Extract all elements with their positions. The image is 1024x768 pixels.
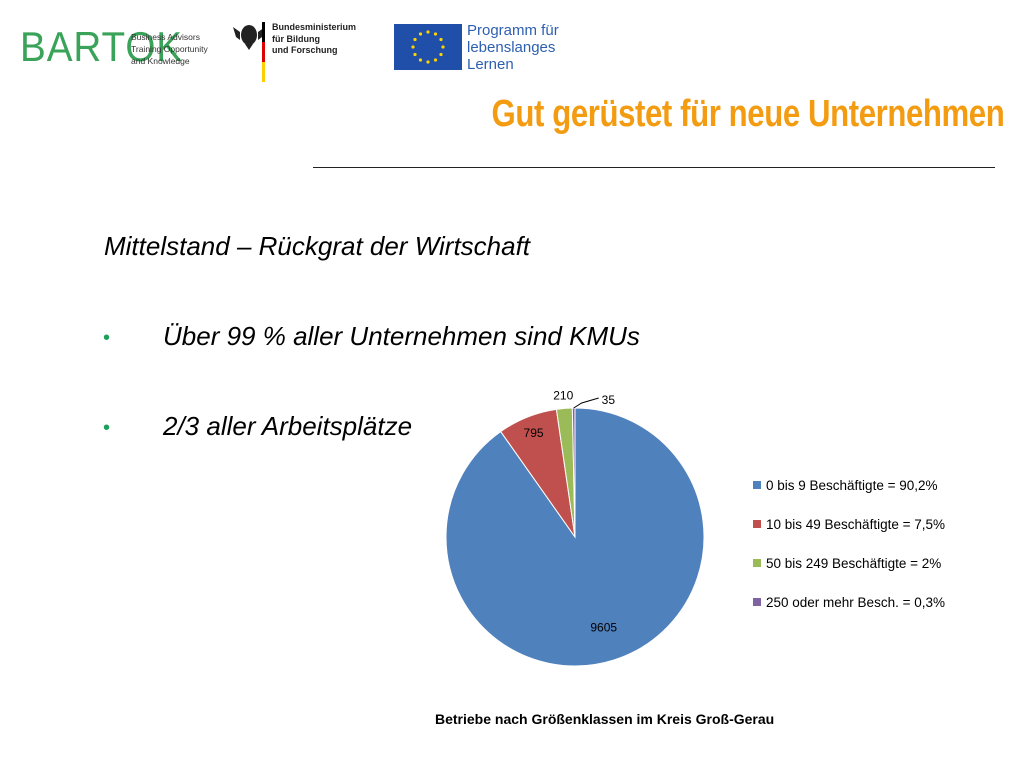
eu-star-icon: [439, 37, 443, 42]
logo-bar: BARTOK Business Advisors Training Opport…: [0, 0, 620, 90]
title-underline: [313, 167, 995, 168]
legend-label: 0 bis 9 Beschäftigte = 90,2%: [766, 478, 938, 493]
eu-star-icon: [411, 45, 415, 49]
eu-star-icon: [413, 52, 417, 57]
eu-star-icon: [426, 30, 430, 34]
bmbf-logo-text: Bundesministerium für Bildung und Forsch…: [272, 22, 357, 55]
legend-label: 250 oder mehr Besch. = 0,3%: [766, 595, 945, 610]
slide-title: Gut gerüstet für neue Unternehmen: [491, 93, 1004, 135]
legend-label: 50 bis 249 Beschäftigte = 2%: [766, 556, 941, 571]
pie-data-label: 795: [524, 426, 544, 440]
german-flag-stripe: [262, 22, 265, 82]
pie-leader-line: [573, 397, 599, 409]
legend-label: 10 bis 49 Beschäftigte = 7,5%: [766, 517, 945, 532]
logo-graphics: [233, 22, 462, 82]
slide-heading: Mittelstand – Rückgrat der Wirtschaft: [104, 231, 531, 261]
eu-star-icon: [426, 60, 430, 64]
bullet-item: Über 99 % aller Unternehmen sind KMUs: [163, 321, 640, 351]
bartok-logo: BARTOK: [20, 23, 184, 70]
eu-star-icon: [413, 37, 417, 42]
eu-star-icon: [441, 45, 445, 49]
legend-swatch: [753, 520, 761, 528]
eu-star-icon: [418, 58, 423, 62]
eu-program-logo-text: Programm für lebenslanges Lernen: [467, 22, 559, 73]
eu-star-icon: [433, 32, 438, 36]
bullet-item: 2/3 aller Arbeitsplätze: [163, 411, 413, 441]
pie-data-label: 9605: [590, 621, 617, 635]
bartok-tagline: Business Advisors Training Opportunity a…: [131, 32, 208, 66]
eu-star-icon: [433, 58, 438, 62]
pie-data-label: 210: [553, 388, 573, 402]
bullet-marker: •: [103, 417, 111, 439]
chart-title: Betriebe nach Größenklassen im Kreis Gro…: [435, 711, 775, 727]
pie-slice-250-plus: [571, 407, 576, 538]
pie-data-label: 35: [602, 393, 616, 407]
legend-swatch: [753, 598, 761, 606]
eu-star-icon: [439, 52, 443, 57]
bullet-marker: •: [103, 327, 111, 349]
federal-eagle-icon: [233, 25, 265, 50]
legend-swatch: [753, 559, 761, 567]
eu-flag-icon: [394, 24, 462, 70]
legend-swatch: [753, 481, 761, 489]
eu-star-icon: [418, 32, 423, 36]
